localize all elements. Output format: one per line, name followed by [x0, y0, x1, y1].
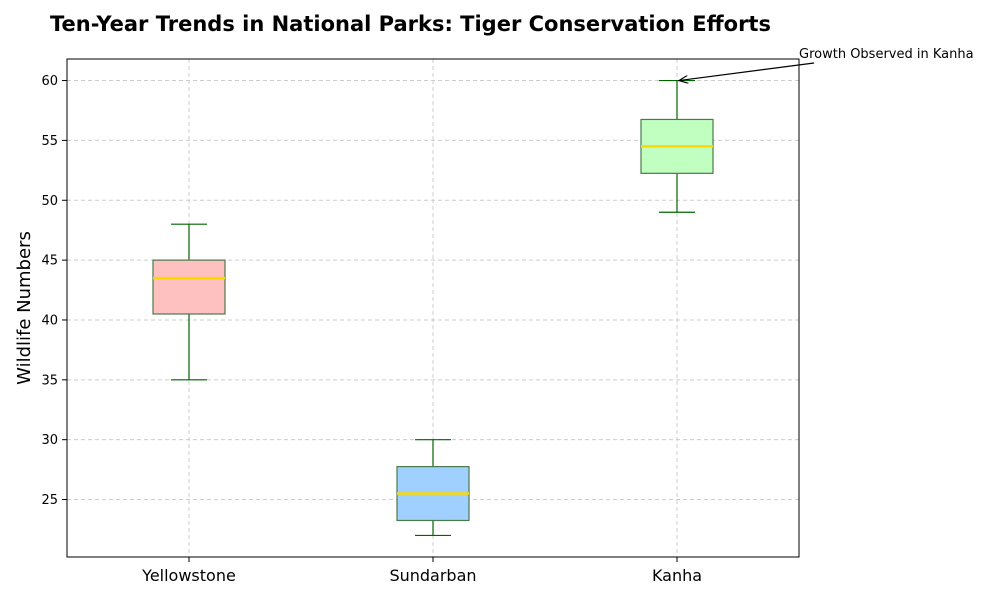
boxes: [152, 79, 714, 537]
axis-ticks: 25 30 35 40 45 50 55 60 Yellowstone Sundarban Kanh…: [41, 74, 702, 585]
y-tick-label: 60: [41, 74, 58, 89]
annotation-text: Growth Observed in Kanha: [799, 47, 974, 62]
chart-title: Ten-Year Trends in National Parks: Tiger…: [50, 12, 771, 36]
y-tick-label: 40: [41, 313, 58, 328]
x-tick-label: Yellowstone: [141, 566, 236, 585]
y-axis-label: Wildlife Numbers: [14, 231, 35, 385]
y-tick-label: 55: [41, 134, 58, 149]
x-tick-label: Sundarban: [389, 566, 476, 585]
box-sundarban: [396, 439, 470, 537]
annotation: Growth Observed in Kanha: [679, 47, 974, 81]
x-tick-label: Kanha: [652, 566, 702, 585]
y-tick-label: 30: [41, 433, 58, 448]
y-tick-label: 45: [41, 254, 58, 269]
box-yellowstone: [152, 223, 226, 381]
box-kanha: [640, 79, 714, 213]
y-tick-label: 50: [41, 194, 58, 209]
box-body: [152, 259, 226, 315]
annotation-arrow: [679, 62, 815, 81]
y-tick-label: 35: [41, 373, 58, 388]
y-tick-label: 25: [41, 493, 58, 508]
